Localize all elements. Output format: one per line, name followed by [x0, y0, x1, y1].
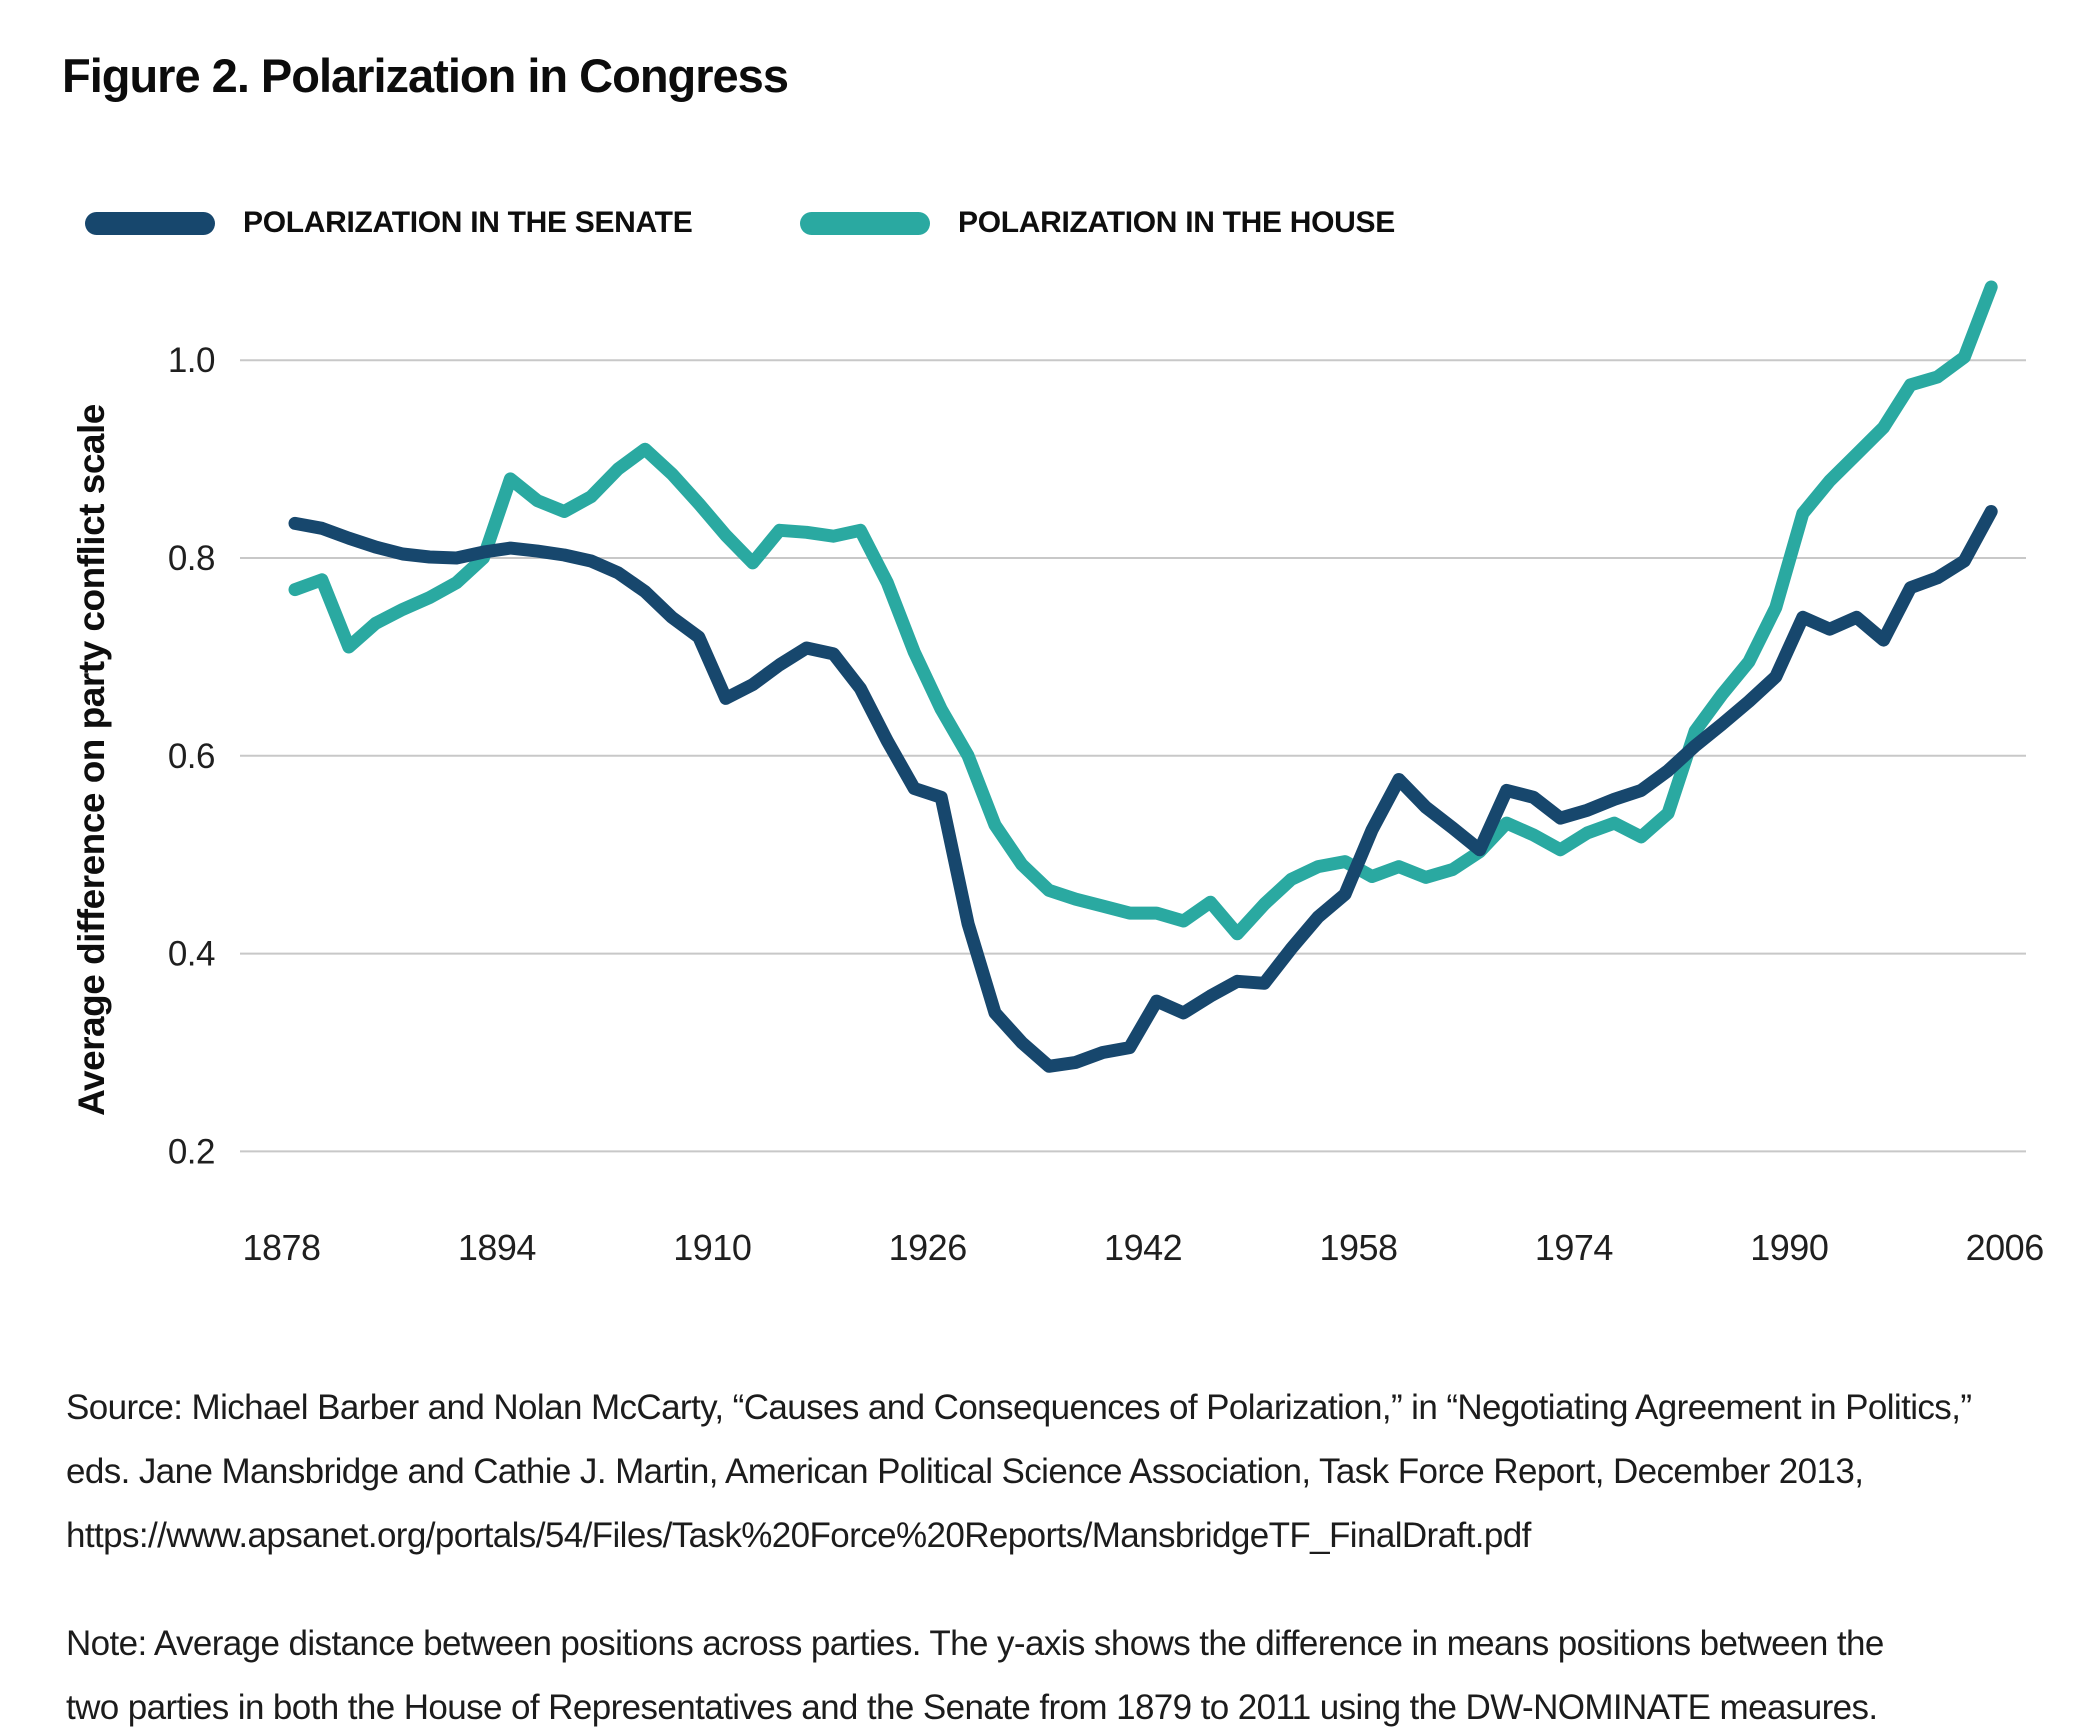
y-tick-label: 1.0	[168, 341, 215, 380]
x-tick-label: 1958	[1319, 1227, 1397, 1268]
house-line	[288, 280, 1998, 941]
gridlines	[240, 359, 2026, 1153]
legend-item-house: POLARIZATION IN THE HOUSE	[800, 206, 1395, 240]
note-line: Note: Average distance between positions…	[66, 1624, 1884, 1663]
y-tick-label: 0.6	[168, 737, 215, 776]
y-axis-title: Average difference on party conflict sca…	[71, 404, 112, 1116]
source-line: eds. Jane Mansbridge and Cathie J. Marti…	[66, 1452, 1864, 1491]
legend-item-senate: POLARIZATION IN THE SENATE	[85, 206, 693, 240]
y-tick-label: 0.4	[168, 935, 215, 974]
legend: POLARIZATION IN THE SENATE POLARIZATION …	[0, 206, 2084, 250]
note-line: two parties in both the House of Represe…	[66, 1688, 1878, 1727]
x-tick-label: 1990	[1750, 1227, 1828, 1268]
house-legend-swatch	[800, 211, 930, 235]
x-tick-labels: 1878 1894 1910 1926 1942 1958 1974 1990 2006	[242, 1227, 2044, 1268]
source-text: Source: Michael Barber and Nolan McCarty…	[66, 1376, 1972, 1568]
house-legend-label: POLARIZATION IN THE HOUSE	[958, 206, 1395, 239]
figure-title: Figure 2. Polarization in Congress	[62, 49, 789, 102]
house-line-group	[288, 280, 1998, 941]
senate-legend-swatch	[85, 211, 215, 235]
y-tick-label: 0.8	[168, 539, 215, 578]
x-tick-label: 1926	[889, 1227, 967, 1268]
x-tick-label: 1894	[458, 1227, 536, 1268]
y-axis-title-text: Average difference on party conflict sca…	[71, 404, 112, 1116]
y-tick-label: 0.2	[168, 1132, 215, 1171]
x-tick-label: 2006	[1966, 1227, 2044, 1268]
senate-line-group	[288, 505, 1998, 1073]
y-tick-labels: 1.0 0.8 0.6 0.4 0.2	[168, 341, 216, 1171]
senate-legend-label: POLARIZATION IN THE SENATE	[243, 206, 693, 239]
x-tick-label: 1910	[673, 1227, 751, 1268]
senate-line	[288, 505, 1998, 1073]
x-tick-label: 1974	[1535, 1227, 1613, 1268]
x-tick-label: 1878	[242, 1227, 320, 1268]
source-line: Source: Michael Barber and Nolan McCarty…	[66, 1388, 1972, 1427]
source-link: https://www.apsanet.org/portals/54/Files…	[66, 1516, 1531, 1555]
x-tick-label: 1942	[1104, 1227, 1182, 1268]
note-text: Note: Average distance between positions…	[66, 1612, 1884, 1730]
